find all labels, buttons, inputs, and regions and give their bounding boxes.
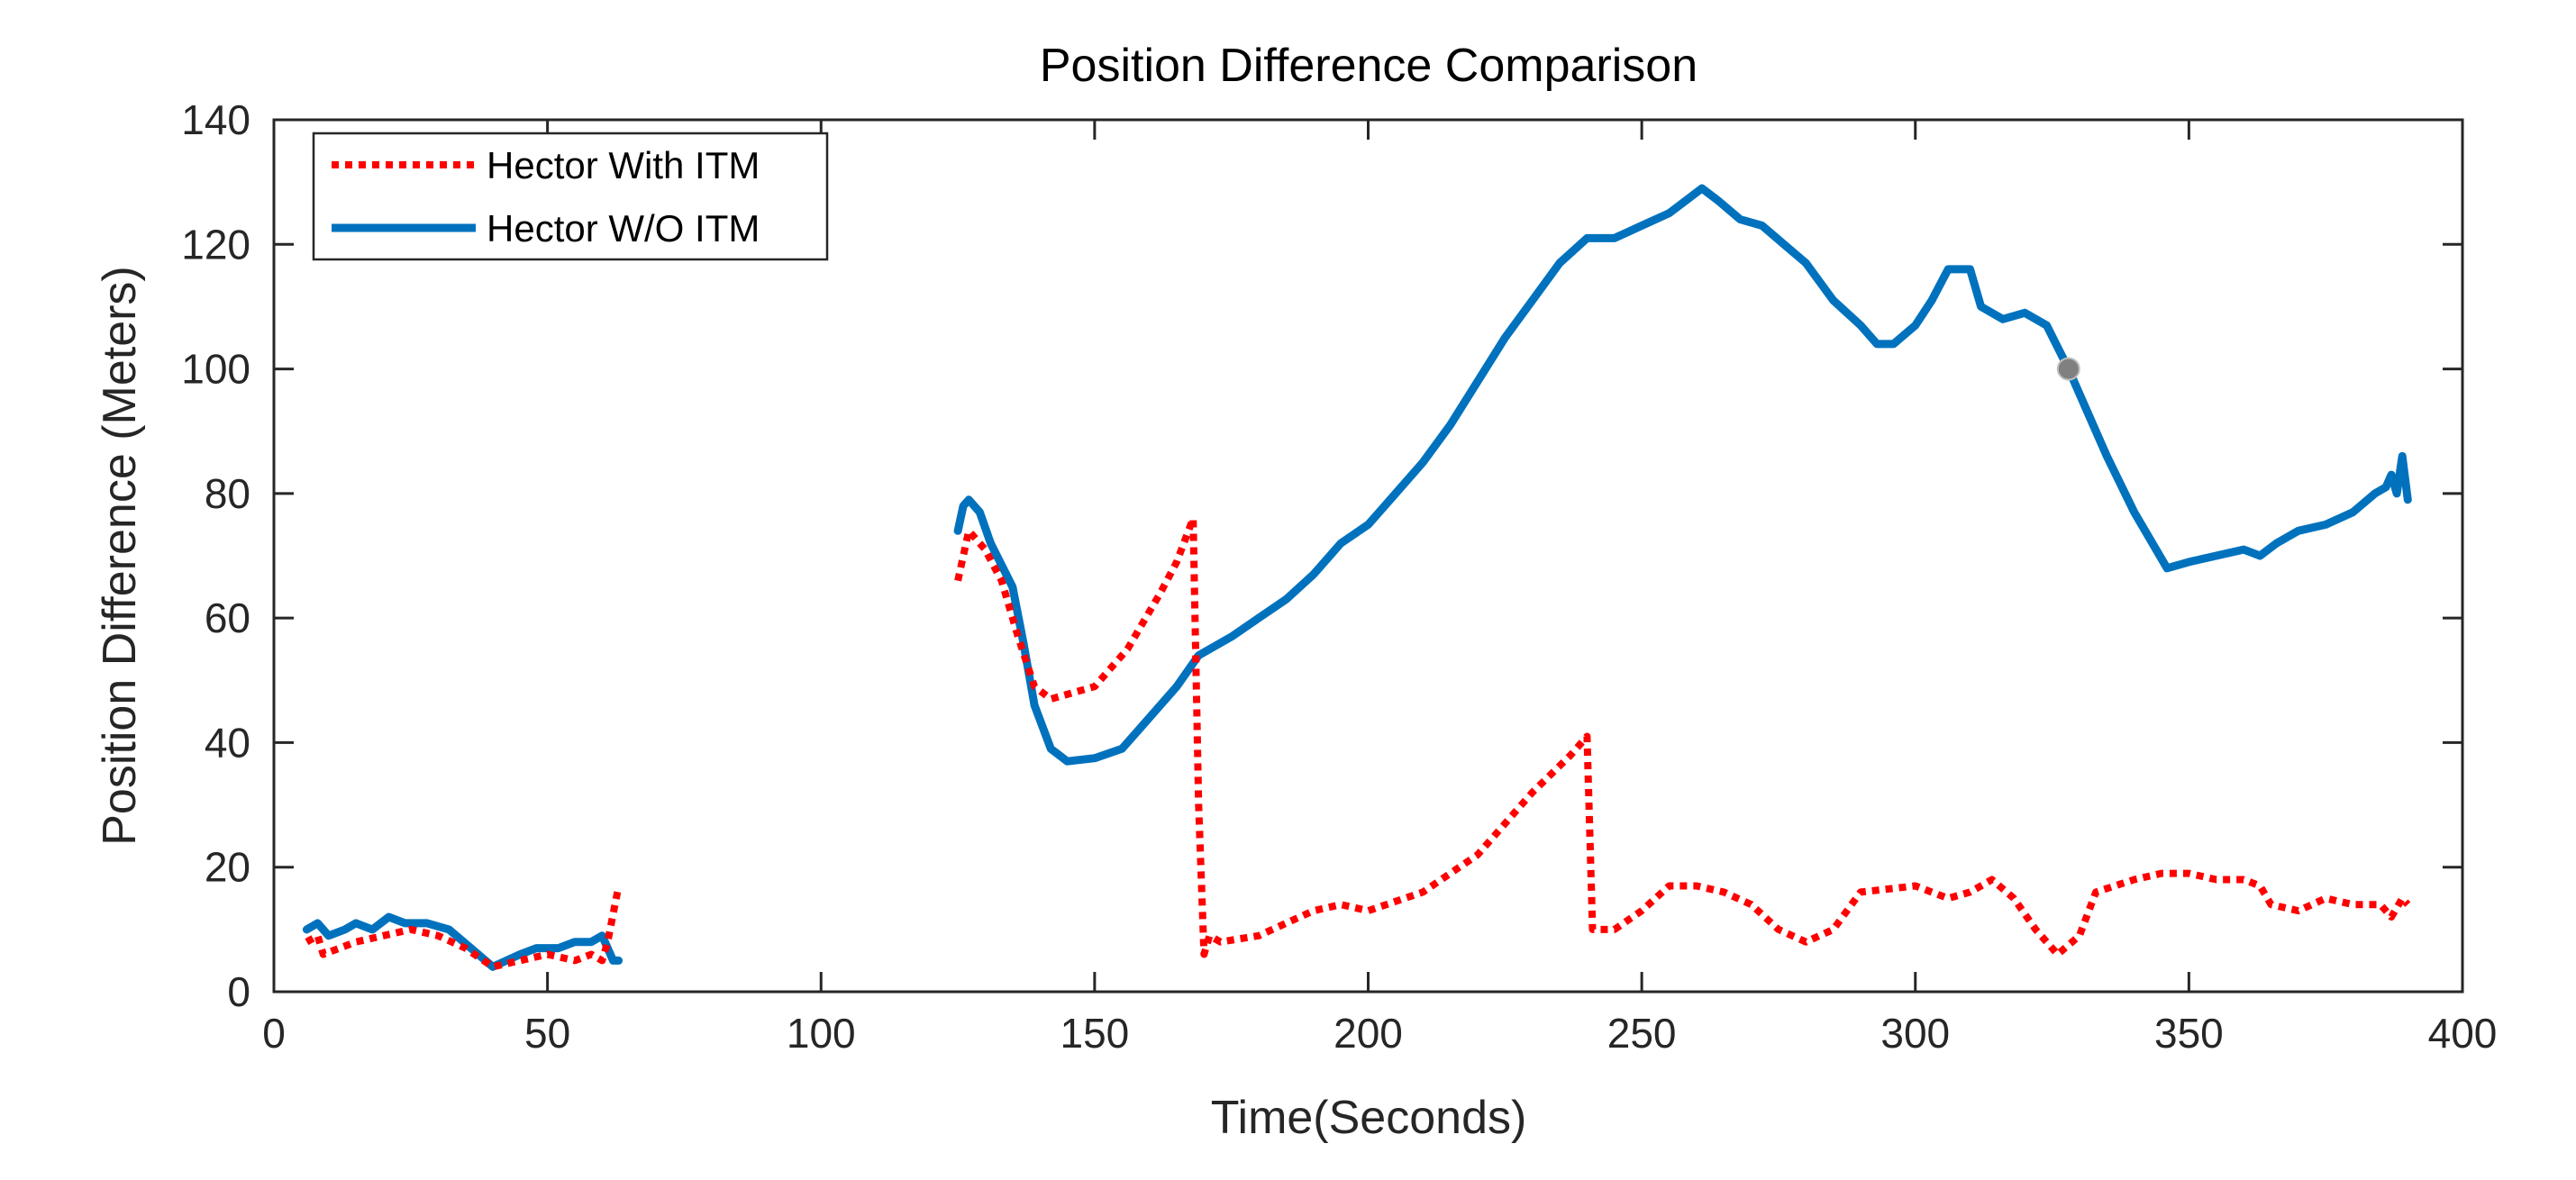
plot-frame [272, 118, 2464, 994]
legend-label-hector-wo-itm: Hector W/O ITM [487, 207, 760, 250]
x-tick-label: 50 [524, 1010, 570, 1057]
series-line-hector-w-o-itm-segment-1 [302, 912, 624, 971]
x-tick-label: 200 [1334, 1010, 1403, 1057]
legend-label-hector-with-itm: Hector With ITM [487, 144, 760, 186]
x-tick-label: 250 [1607, 1010, 1677, 1057]
y-tick-label: 100 [181, 346, 250, 393]
y-tick-label: 20 [205, 844, 250, 891]
legend-box [312, 132, 829, 261]
y-tick-label: 40 [205, 719, 250, 766]
y-axis: 0 20 40 60 80 100 120 140 [181, 96, 2462, 1015]
legend: Hector With ITM Hector W/O ITM [312, 132, 829, 261]
y-tick-label: 140 [181, 96, 250, 143]
x-tick-label: 300 [1880, 1010, 1950, 1057]
plot-area: 0 50 100 150 200 250 300 350 400 0 20 40 60 80 100 120… [181, 96, 2497, 1057]
series-line-hector-with-itm-segment-1 [305, 885, 623, 971]
y-tick-label: 0 [227, 968, 250, 1015]
y-tick-label: 120 [181, 221, 250, 268]
y-axis-title: Position Difference (Meters) [94, 266, 146, 846]
x-tick-label: 350 [2154, 1010, 2224, 1057]
x-tick-label: 0 [262, 1010, 286, 1057]
x-axis-title: Time(Seconds) [1211, 1092, 1527, 1144]
x-tick-label: 100 [787, 1010, 856, 1057]
marker-layer [2056, 357, 2080, 381]
series-line-hector-with-itm-segment-2 [954, 514, 2411, 958]
x-tick-label: 400 [2428, 1010, 2498, 1057]
data-point-marker [2056, 357, 2080, 381]
series-line-hector-w-o-itm-segment-2 [953, 184, 2412, 766]
x-axis: 0 50 100 150 200 250 300 350 400 [262, 120, 2497, 1057]
y-tick-label: 80 [205, 470, 250, 517]
x-tick-label: 150 [1060, 1010, 1130, 1057]
chart-title: Position Difference Comparison [1040, 40, 1698, 92]
y-tick-label: 60 [205, 595, 250, 641]
series-layer [302, 184, 2412, 971]
